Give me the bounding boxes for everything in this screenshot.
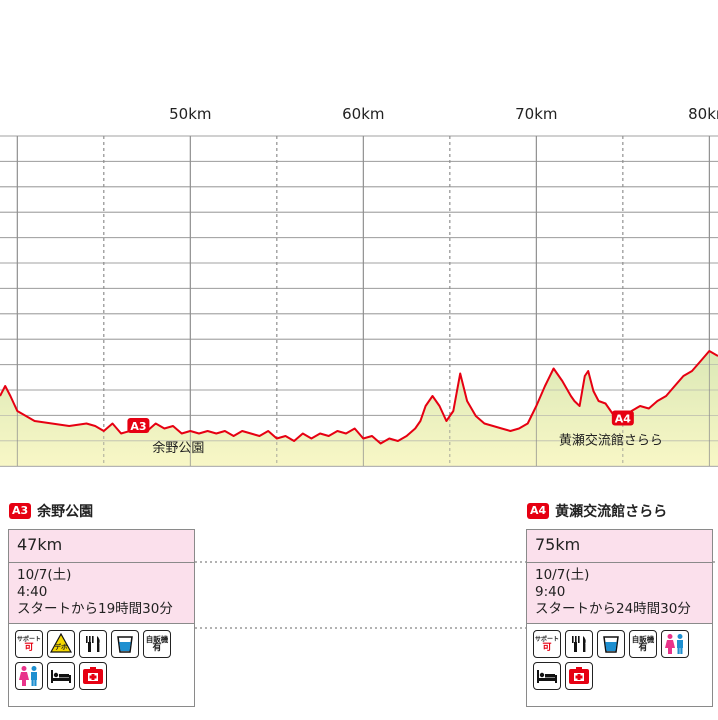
aid-code-badge: A3 — [9, 503, 32, 519]
icon-label-top: サポート — [16, 636, 41, 643]
vending-icon: 自販機有 — [629, 630, 657, 658]
aid-marker-a3: A3 余野公園 — [127, 418, 204, 456]
facility-icons: サポート可 デポ 自販機有 — [9, 624, 194, 690]
depot-icon: デポ — [47, 630, 75, 658]
x-tick-label: 60km — [342, 105, 384, 123]
elevation-fill — [0, 351, 718, 466]
station-date: 10/7(土) — [17, 567, 72, 583]
aid-marker-name: 余野公園 — [152, 440, 204, 456]
rest-icon — [533, 662, 561, 690]
aid-markers: A3 余野公園 A4 黄瀬交流館さらら — [127, 410, 663, 456]
food-icon — [565, 630, 593, 658]
station-distance: 75km — [527, 530, 712, 563]
x-tick-label: 70km — [515, 105, 557, 123]
food-icon — [79, 630, 107, 658]
toilet-icon — [661, 630, 689, 658]
station-time: 4:40 — [17, 584, 48, 600]
icon-label-bottom: 有 — [152, 643, 162, 653]
toilet-icon — [15, 662, 43, 690]
icon-label-bottom: 可 — [542, 643, 552, 653]
aid-marker-code: A3 — [130, 420, 146, 433]
station-card-a4: 75km 10/7(土) 9:40 スタートから24時間30分 サポート可 自販機… — [526, 529, 713, 707]
icon-label-top: サポート — [534, 636, 559, 643]
station-header-a3: A3 余野公園 — [9, 501, 93, 521]
aid-marker-code: A4 — [615, 413, 632, 426]
icon-label-top: 自販機 — [631, 635, 655, 644]
x-tick-labels: 50km 60km 70km 80km — [169, 105, 718, 123]
first-aid-icon — [565, 662, 593, 690]
icon-label-bottom: 有 — [638, 643, 648, 653]
station-elapsed: スタートから24時間30分 — [535, 601, 691, 617]
water-icon — [597, 630, 625, 658]
station-name: 黄瀬交流館さらら — [555, 504, 668, 520]
first-aid-icon — [79, 662, 107, 690]
station-time: 9:40 — [535, 584, 566, 600]
station-name: 余野公園 — [37, 504, 94, 520]
vending-icon: 自販機有 — [143, 630, 171, 658]
support-icon: サポート可 — [15, 630, 43, 658]
icon-label: デポ — [54, 643, 68, 651]
water-icon — [111, 630, 139, 658]
x-tick-label: 80km — [688, 105, 718, 123]
icon-label-bottom: 可 — [24, 643, 34, 653]
facility-icons: サポート可 自販機有 — [527, 624, 712, 690]
support-icon: サポート可 — [533, 630, 561, 658]
station-date: 10/7(土) — [535, 567, 590, 583]
station-header-a4: A4 黄瀬交流館さらら — [527, 501, 667, 521]
aid-marker-name: 黄瀬交流館さらら — [559, 433, 663, 449]
elevation-area — [0, 135, 718, 467]
icon-label-top: 自販機 — [145, 635, 169, 644]
station-card-a3: 47km 10/7(土) 4:40 スタートから19時間30分 サポート可 デポ 自… — [8, 529, 195, 707]
aid-marker-a4: A4 黄瀬交流館さらら — [559, 410, 663, 449]
card-connectors — [195, 561, 718, 629]
aid-marker-badge — [127, 418, 150, 433]
station-time-block: 10/7(土) 4:40 スタートから19時間30分 — [9, 563, 194, 624]
station-elapsed: スタートから19時間30分 — [17, 601, 173, 617]
station-time-block: 10/7(土) 9:40 スタートから24時間30分 — [527, 563, 712, 624]
station-distance: 47km — [9, 530, 194, 563]
rest-icon — [47, 662, 75, 690]
x-tick-label: 50km — [169, 105, 211, 123]
aid-code-badge: A4 — [527, 503, 550, 519]
aid-marker-badge — [611, 410, 634, 426]
